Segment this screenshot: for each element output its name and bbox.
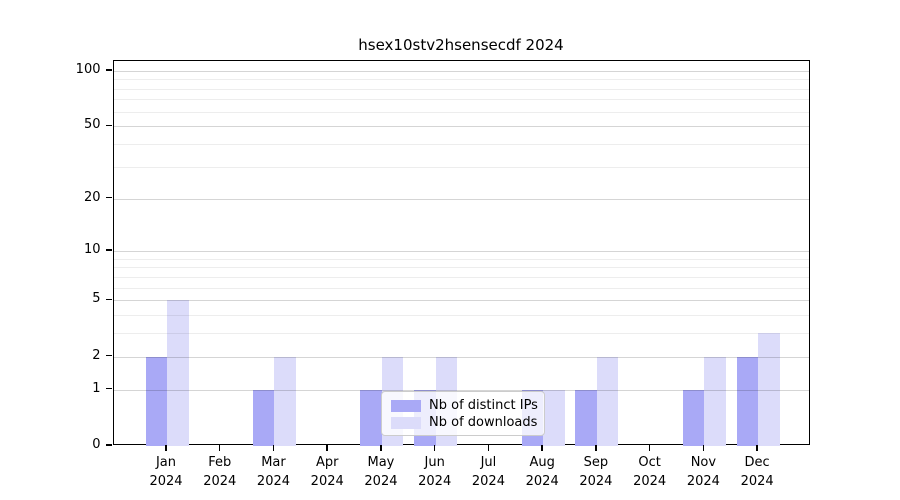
bar-distinct-ips (736, 356, 759, 446)
y-tick-mark (105, 249, 112, 251)
y-tick-mark (105, 298, 112, 301)
legend-label: Nb of downloads (429, 415, 538, 430)
x-tick-mark (541, 445, 543, 451)
x-tick-mark (218, 445, 221, 451)
x-tick-label: Jan 2024 (149, 455, 183, 489)
x-tick-mark (702, 445, 705, 451)
gridline-minor (113, 315, 809, 317)
gridline-minor (113, 166, 809, 168)
x-tick-label: May 2024 (364, 455, 398, 489)
gridline-minor (113, 88, 809, 90)
y-tick-label: 50 (83, 117, 101, 133)
bar-downloads (543, 389, 565, 446)
y-tick-mark (105, 69, 112, 71)
gridline-major (113, 126, 809, 128)
bar-downloads (596, 356, 619, 446)
x-tick-mark (595, 445, 597, 451)
x-tick-label: Apr 2024 (310, 455, 344, 489)
x-tick-mark (487, 445, 490, 451)
x-tick-mark (380, 445, 382, 451)
y-tick-mark (105, 354, 112, 357)
x-tick-mark (433, 445, 436, 451)
x-tick-label: Oct 2024 (633, 455, 667, 489)
y-tick-label: 10 (83, 242, 101, 258)
x-tick-label: Sep 2024 (579, 455, 613, 489)
legend-item-downloads: Nb of downloads (391, 414, 538, 431)
x-tick-label: Dec 2024 (740, 455, 774, 489)
gridline-minor (113, 144, 809, 146)
gridline-minor (113, 267, 809, 269)
x-tick-mark (165, 445, 167, 451)
x-tick-label: Jun 2024 (418, 455, 452, 489)
x-tick-mark (756, 445, 758, 451)
bar-distinct-ips (360, 389, 382, 446)
gridline-minor (113, 333, 809, 335)
chart-title: hsex10stv2hsensecdf 2024 (358, 36, 564, 54)
grid-layer (113, 61, 809, 444)
x-tick-mark (272, 445, 275, 451)
bar-distinct-ips (575, 389, 597, 446)
bar-downloads (758, 333, 780, 446)
y-tick-mark (105, 387, 112, 390)
x-tick-label: Jul 2024 (471, 455, 505, 489)
gridline-major (113, 198, 809, 200)
gridline-major (113, 70, 809, 72)
y-tick-mark (105, 196, 112, 199)
x-tick-mark (326, 445, 328, 451)
gridline-minor (113, 276, 809, 278)
y-tick-label: 0 (92, 437, 101, 452)
x-tick-label: Feb 2024 (203, 455, 237, 489)
y-tick-label: 2 (92, 347, 101, 363)
x-tick-label: Nov 2024 (686, 455, 720, 489)
gridline-minor (113, 111, 809, 113)
y-tick-mark (105, 444, 112, 446)
bar-downloads (274, 356, 296, 446)
legend-swatch-distinct-ips (391, 399, 421, 412)
legend-label: Nb of distinct IPs (429, 398, 538, 413)
gridline-minor (113, 287, 809, 289)
gridline-minor (113, 258, 809, 260)
bar-distinct-ips (252, 389, 275, 446)
legend: Nb of distinct IPs Nb of downloads (381, 391, 545, 436)
y-tick-label: 5 (92, 291, 101, 307)
x-tick-label: Mar 2024 (256, 455, 291, 489)
x-tick-label: Aug 2024 (525, 455, 559, 489)
plot-area (112, 60, 810, 446)
bar-downloads (167, 300, 189, 446)
gridline-major (113, 356, 809, 358)
y-tick-label: 20 (83, 189, 101, 205)
legend-item-distinct-ips: Nb of distinct IPs (391, 397, 538, 414)
bar-downloads (704, 356, 726, 446)
x-tick-mark (648, 445, 651, 451)
y-tick-label: 100 (75, 61, 101, 77)
y-tick-label: 1 (92, 380, 101, 396)
y-tick-mark (105, 124, 112, 127)
bar-distinct-ips (682, 389, 705, 446)
gridline-major (113, 300, 809, 302)
legend-swatch-downloads (391, 416, 421, 429)
gridline-minor (113, 79, 809, 81)
gridline-minor (113, 99, 809, 101)
gridline-major (113, 389, 809, 391)
bar-distinct-ips (145, 356, 167, 446)
gridline-major (113, 251, 809, 253)
